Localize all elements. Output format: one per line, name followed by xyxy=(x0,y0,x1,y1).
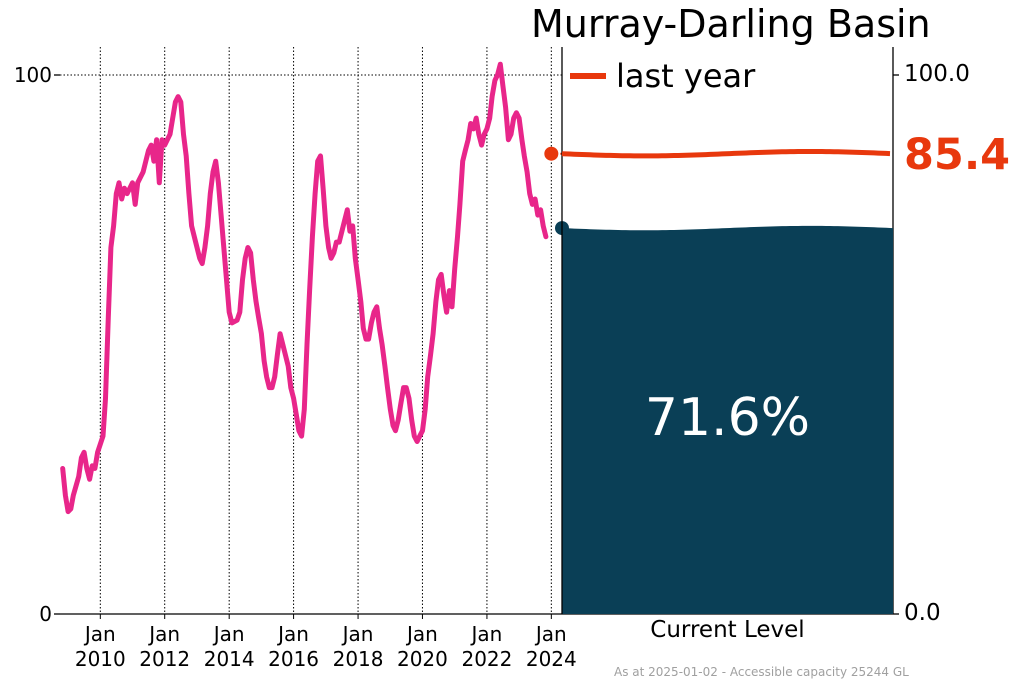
left-tick-label-0: 0 xyxy=(39,602,52,626)
x-tick-label: 2016 xyxy=(268,647,319,671)
x-tick-label: 2020 xyxy=(397,647,448,671)
x-tick-label: Jan xyxy=(212,622,245,646)
current-level-panel xyxy=(561,47,893,614)
x-tick-label: Jan xyxy=(83,622,116,646)
x-tick-label: Jan xyxy=(341,622,374,646)
right-tick-label-100: 100.0 xyxy=(904,61,970,87)
right-tick-label-0: 0.0 xyxy=(904,600,941,626)
left-tick-label-100: 100 xyxy=(13,63,52,87)
x-tick-label: 2018 xyxy=(333,647,384,671)
chart-title: Murray-Darling Basin xyxy=(531,2,931,46)
last-year-line xyxy=(561,148,891,159)
storage-series-line xyxy=(60,61,549,515)
current-level-fill xyxy=(562,225,893,614)
current-level-value: 71.6% xyxy=(644,388,811,448)
x-tick-label: Jan xyxy=(405,622,438,646)
footer-note: As at 2025-01-02 - Accessible capacity 2… xyxy=(614,665,909,679)
series-layer xyxy=(60,61,569,515)
x-tick-label: 2012 xyxy=(139,647,190,671)
x-tick-label: Jan xyxy=(276,622,309,646)
legend-label: last year xyxy=(616,57,756,95)
x-tick-label: 2010 xyxy=(75,647,126,671)
last-year-marker xyxy=(544,146,559,161)
x-tick-label: 2014 xyxy=(204,647,255,671)
x-tick-label: Jan xyxy=(470,622,503,646)
x-tick-label: Jan xyxy=(147,622,180,646)
legend: last year xyxy=(570,56,755,96)
last-year-value: 85.4 xyxy=(904,130,1011,180)
current-level-label: Current Level xyxy=(650,617,805,643)
x-tick-label: 2022 xyxy=(461,647,512,671)
x-tick-label: Jan xyxy=(534,622,567,646)
legend-swatch xyxy=(570,73,606,79)
x-tick-label: 2024 xyxy=(526,647,577,671)
axes: Jan2010Jan2012Jan2014Jan2016Jan2018Jan20… xyxy=(54,47,899,671)
